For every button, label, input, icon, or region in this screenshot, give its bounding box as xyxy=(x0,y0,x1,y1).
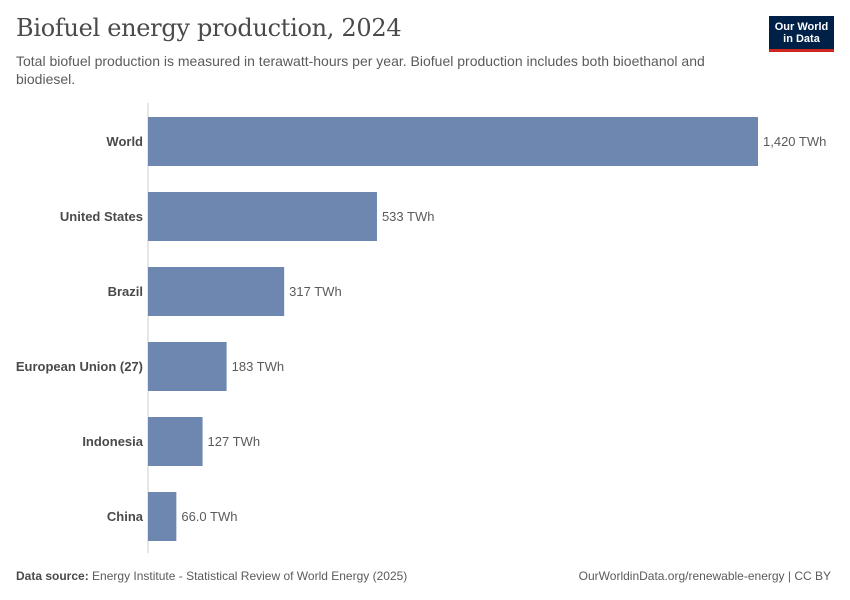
bar-european-union-27[interactable] xyxy=(148,342,227,391)
chart-title: Biofuel energy production, 2024 xyxy=(16,14,402,42)
category-label: European Union (27) xyxy=(16,359,143,374)
bar-world[interactable] xyxy=(148,117,758,166)
owid-logo[interactable]: Our World in Data xyxy=(769,16,834,52)
value-label: 1,420 TWh xyxy=(763,134,826,149)
value-label: 533 TWh xyxy=(382,209,435,224)
chart-subtitle: Total biofuel production is measured in … xyxy=(16,53,705,87)
logo-line-1: Our World xyxy=(774,21,829,33)
bar-brazil[interactable] xyxy=(148,267,285,316)
category-label: Brazil xyxy=(108,284,143,299)
url-license[interactable]: OurWorldinData.org/renewable-energy | CC… xyxy=(578,569,831,583)
value-label: 183 TWh xyxy=(232,359,285,374)
data-source-text[interactable]: Energy Institute - Statistical Review of… xyxy=(92,569,408,583)
bar-united-states[interactable] xyxy=(148,192,377,241)
bars-group: World 1,420 TWh United States 533 TWh Brazil… xyxy=(16,117,826,541)
value-label: 66.0 TWh xyxy=(181,509,237,524)
category-label: United States xyxy=(60,209,143,224)
logo-line-2: in Data xyxy=(783,33,820,45)
value-label: 127 TWh xyxy=(208,434,261,449)
category-label: Indonesia xyxy=(82,434,143,449)
value-label: 317 TWh xyxy=(289,284,342,299)
data-source-label: Data source: xyxy=(16,569,89,583)
bar-indonesia[interactable] xyxy=(148,417,203,466)
bar-china[interactable] xyxy=(148,492,177,541)
data-source: Data source: Energy Institute - Statisti… xyxy=(16,569,407,583)
category-label: China xyxy=(107,509,144,524)
category-label: World xyxy=(106,134,143,149)
